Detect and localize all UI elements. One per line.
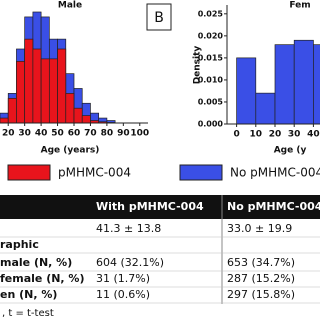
table-cell: 41.3 ± 13.8 bbox=[96, 222, 161, 235]
table-cell: 31 (1.7%) bbox=[96, 272, 150, 285]
x-tick-label: 40 bbox=[35, 129, 48, 139]
histogram-bar bbox=[293, 39, 314, 125]
legend-label: No pMHMC-004 bbox=[230, 166, 320, 180]
histogram-bar bbox=[40, 58, 50, 124]
table-cell: 297 (15.8%) bbox=[227, 288, 295, 301]
y-tick-label: 0.025 bbox=[198, 9, 224, 18]
x-axis-label: Age (y bbox=[274, 146, 307, 156]
histogram-bar bbox=[255, 92, 276, 125]
row-label: raphic bbox=[0, 238, 39, 251]
table-cell: 287 (15.2%) bbox=[227, 272, 295, 285]
row-label: female (N, %) bbox=[0, 272, 84, 285]
x-tick-label: 60 bbox=[68, 129, 81, 139]
x-tick-label: 20 bbox=[269, 130, 282, 140]
legend-swatch bbox=[179, 164, 223, 181]
x-tick-label: 30 bbox=[288, 130, 301, 140]
panel-label-box bbox=[146, 3, 172, 31]
x-tick-label: 40 bbox=[307, 130, 320, 140]
y-tick-label: 0.015 bbox=[198, 53, 224, 62]
y-axis-label: Density bbox=[193, 46, 203, 85]
chart-title: Male bbox=[58, 1, 82, 11]
x-tick-label: 20 bbox=[2, 129, 15, 139]
histogram-bar bbox=[16, 60, 26, 124]
column-header: With pMHMC-004 bbox=[96, 200, 204, 213]
column-header: No pMHMC-004 bbox=[227, 200, 320, 213]
x-tick-label: 90 bbox=[117, 129, 130, 139]
table-cell: 653 (34.7%) bbox=[227, 256, 295, 269]
panel-label: B bbox=[154, 10, 164, 26]
histogram-bar bbox=[73, 107, 83, 124]
histogram-bar bbox=[236, 57, 257, 125]
legend-swatch bbox=[7, 164, 51, 181]
y-tick-label: 0.020 bbox=[198, 31, 224, 40]
x-tick-label: 50 bbox=[51, 129, 64, 139]
histogram-bar bbox=[57, 48, 67, 124]
legend-label: pMHMC-004 bbox=[58, 166, 131, 180]
table-cell: 33.0 ± 19.9 bbox=[227, 222, 292, 235]
histogram-bar bbox=[7, 97, 17, 124]
footnote: , t = t-test bbox=[2, 308, 54, 319]
chart-title: Fem bbox=[289, 1, 310, 11]
histogram-bar bbox=[48, 58, 58, 124]
y-tick-label: 0.005 bbox=[198, 97, 224, 106]
x-tick-label: 30 bbox=[18, 129, 31, 139]
x-tick-label: 80 bbox=[101, 129, 114, 139]
y-tick-label: 0.010 bbox=[198, 75, 224, 84]
histogram-bar bbox=[81, 115, 91, 124]
table-cell: 11 (0.6%) bbox=[96, 288, 150, 301]
table-cell: 604 (32.1%) bbox=[96, 256, 164, 269]
histogram-bar bbox=[65, 93, 75, 124]
histogram-bar bbox=[0, 117, 9, 124]
x-tick-label: 100 bbox=[130, 129, 149, 139]
histogram-bar bbox=[274, 44, 295, 125]
histogram-bar bbox=[32, 48, 42, 124]
histogram-bar bbox=[24, 38, 34, 124]
x-tick-label: 70 bbox=[84, 129, 97, 139]
table-header-bg bbox=[0, 195, 320, 219]
histogram-bar bbox=[313, 44, 320, 125]
x-axis-label: Age (years) bbox=[41, 146, 100, 156]
row-label: male (N, %) bbox=[0, 256, 72, 269]
x-tick-label: 10 bbox=[250, 130, 263, 140]
y-tick-label: 0.000 bbox=[198, 120, 224, 129]
row-label: en (N, %) bbox=[0, 288, 57, 301]
x-tick-label: 0 bbox=[233, 130, 239, 140]
